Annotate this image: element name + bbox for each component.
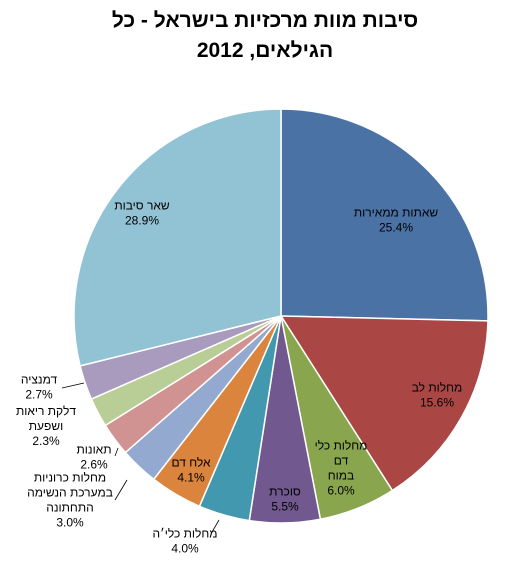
pie-slice <box>280 315 489 492</box>
slice-category-label: תאונות <box>76 443 111 457</box>
slice-label: תאונות 2.6% <box>76 443 111 472</box>
slice-label: דמנציה 2.7% <box>21 373 58 402</box>
slice-label: מחלות כלי דם במוח 6.0% <box>315 439 368 498</box>
slice-label: דלקת ריאות ושפעת 2.3% <box>16 404 76 448</box>
pie-slice <box>280 108 489 322</box>
slice-label: מחלות כרוניות במערכת הנשימה התחתונה 3.0% <box>27 471 113 530</box>
slice-value-label: 4.0% <box>171 542 199 556</box>
slice-value-label: 3.0% <box>56 516 84 530</box>
slice-category-label: דם <box>334 454 349 468</box>
slice-value-label: 5.5% <box>271 500 299 514</box>
slice-category-label: במוח <box>328 469 354 483</box>
chart-title-line-2: הגילאים, 2012 <box>196 39 334 62</box>
slice-label: סוכרת 5.5% <box>269 485 301 514</box>
leader-line <box>114 447 119 457</box>
slice-value-label: 25.4% <box>379 221 413 235</box>
slice-value-label: 28.9% <box>125 214 159 228</box>
slice-label: שאתות ממאירות 25.4% <box>354 206 439 235</box>
leader-line <box>114 479 128 501</box>
slice-value-label: 2.3% <box>32 434 60 448</box>
slice-category-label: מחלות כלי <box>315 439 368 453</box>
slice-category-label: מחלות לב <box>412 381 463 395</box>
slice-label: מחלות לב 15.6% <box>412 381 463 410</box>
leader-line <box>211 519 220 533</box>
slice-label: מחלות כלי׳ה 4.0% <box>153 527 218 556</box>
slice-category-label: שאר סיבות <box>114 199 170 213</box>
slice-value-label: 15.6% <box>420 396 454 410</box>
pie-slices <box>73 108 489 524</box>
slice-value-label: 4.1% <box>177 471 205 485</box>
slice-category-label: סוכרת <box>269 485 301 499</box>
slice-category-label: במערכת הנשימה <box>27 486 113 500</box>
slice-label: אלח דם 4.1% <box>171 456 211 485</box>
slice-category-label: דלקת ריאות <box>16 404 76 418</box>
slice-category-label: מחלות כרוניות <box>34 471 106 485</box>
chart-title: סיבות מוות מרכזיות בישראל - כל הגילאים, … <box>40 6 490 66</box>
chart-title-line-1: סיבות מוות מרכזיות בישראל - כל <box>111 9 419 32</box>
slice-labels: שאתות ממאירות 25.4% מחלות לב 15.6% מחלות כלי… <box>16 199 462 556</box>
slice-category-label: התחתונה <box>46 501 93 515</box>
slice-category-label: מחלות כלי׳ה <box>153 527 218 541</box>
slice-value-label: 2.6% <box>80 458 108 472</box>
slice-label: שאר סיבות 28.9% <box>114 199 170 228</box>
slice-value-label: 2.7% <box>25 388 53 402</box>
leader-line <box>61 382 85 389</box>
slice-category-label: דמנציה <box>21 373 58 387</box>
pie-slice <box>73 108 282 367</box>
slice-category-label: אלח דם <box>171 456 211 470</box>
slice-value-label: 6.0% <box>327 484 355 498</box>
leader-lines <box>61 382 220 533</box>
slice-category-label: שאתות ממאירות <box>354 206 439 220</box>
slice-category-label: ושפעת <box>29 419 63 433</box>
